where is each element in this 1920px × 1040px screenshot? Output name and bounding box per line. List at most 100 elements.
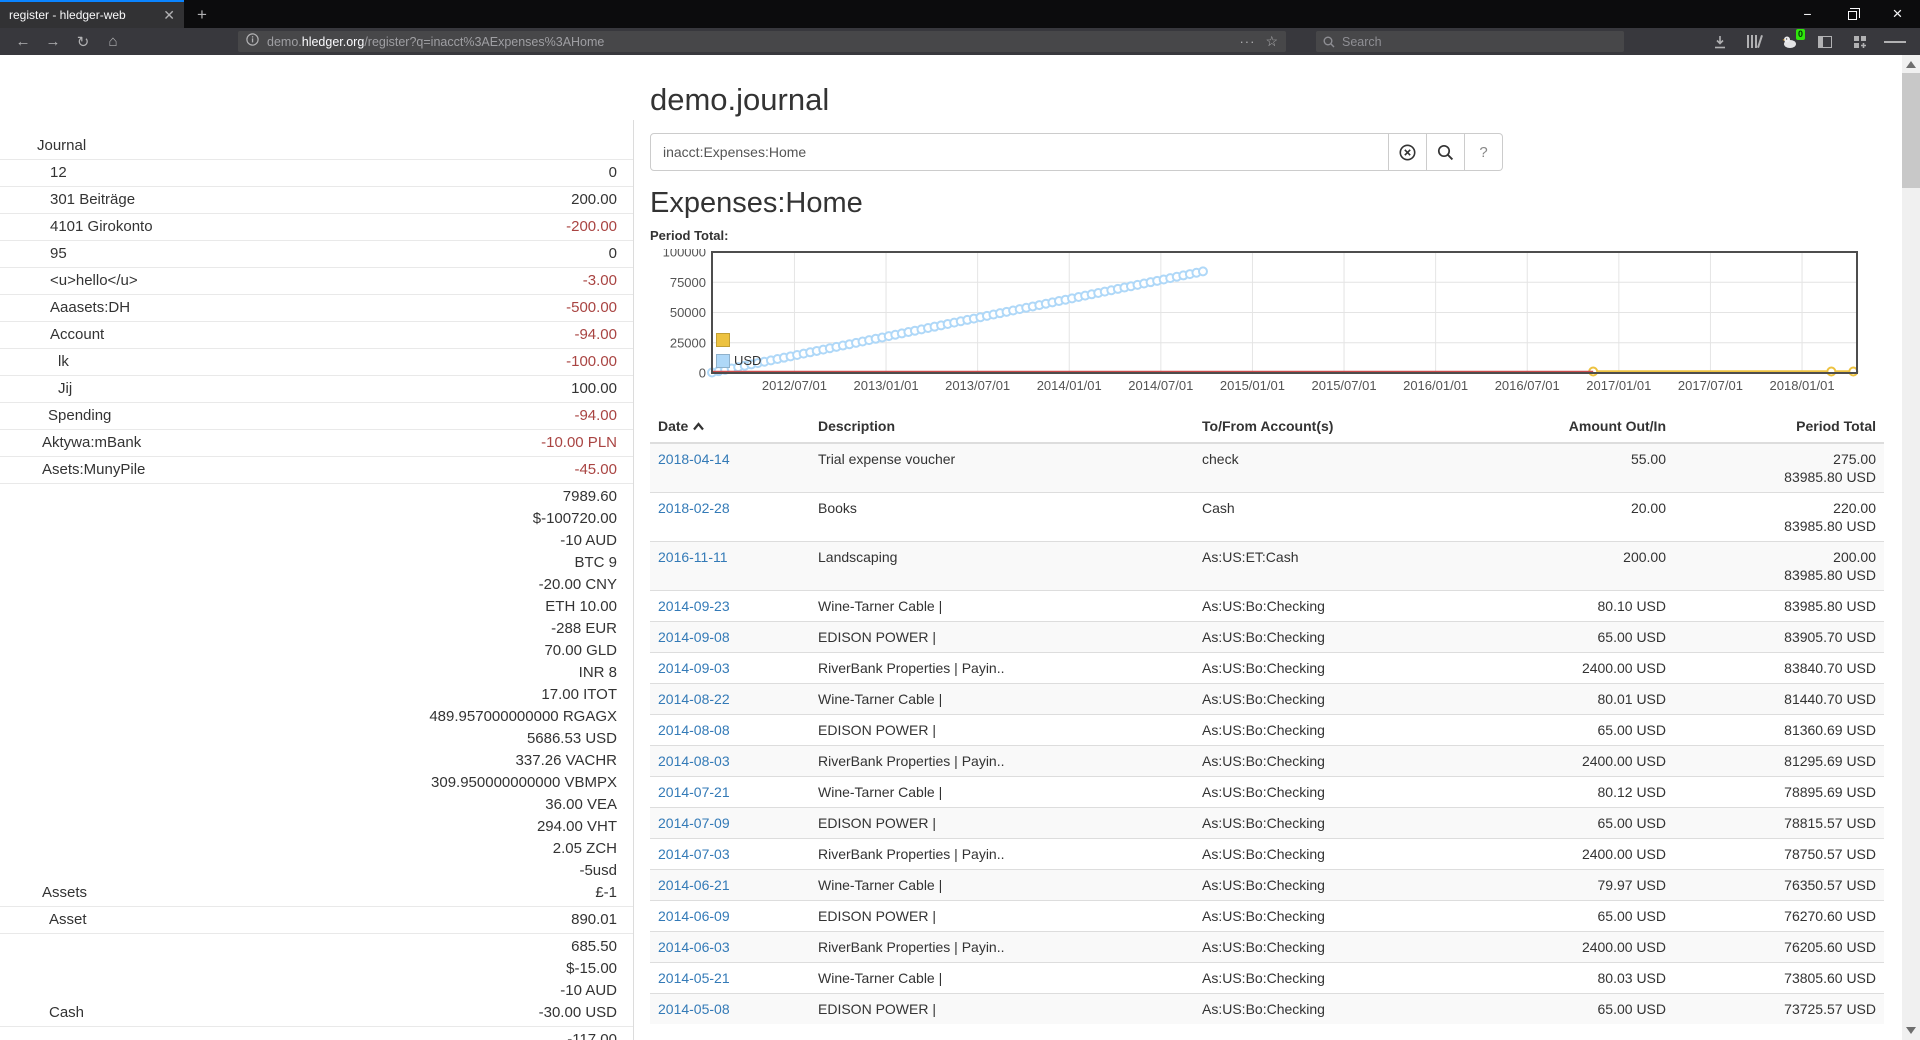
- sidebar-account-row[interactable]: Spending -94.00: [0, 403, 633, 430]
- url-text[interactable]: demo.hledger.org/register?q=inacct%3AExp…: [267, 34, 605, 49]
- account-name[interactable]: 301 Beiträge: [50, 191, 136, 208]
- transaction-row[interactable]: 2014-05-21 Wine-Tarner Cable | As:US:Bo:Ch…: [650, 962, 1884, 994]
- transaction-row[interactable]: 2014-05-08 EDISON POWER | As:US:Bo:Checkin…: [650, 993, 1884, 1024]
- transaction-row[interactable]: 2014-09-08 EDISON POWER | As:US:Bo:Checkin…: [650, 621, 1884, 653]
- new-tab-button[interactable]: +: [197, 5, 207, 24]
- account-name[interactable]: lk: [58, 353, 69, 370]
- sidebar-account-row[interactable]: 95 0: [0, 241, 633, 268]
- account-name[interactable]: 95: [50, 245, 67, 262]
- window-minimize-button[interactable]: −: [1803, 6, 1812, 22]
- reload-icon[interactable]: ↻: [76, 33, 90, 51]
- menu-icon[interactable]: [1884, 32, 1906, 52]
- transaction-date-link[interactable]: 2014-08-22: [658, 691, 730, 707]
- transaction-date-link[interactable]: 2014-09-03: [658, 660, 730, 676]
- transaction-row[interactable]: 2014-07-09 EDISON POWER | As:US:Bo:Checkin…: [650, 807, 1884, 839]
- forward-icon[interactable]: →: [45, 33, 61, 50]
- transaction-date-link[interactable]: 2014-06-21: [658, 877, 730, 893]
- transaction-date-link[interactable]: 2014-06-09: [658, 908, 730, 924]
- col-header-account[interactable]: To/From Account(s): [1194, 410, 1514, 444]
- transaction-date-link[interactable]: 2014-07-09: [658, 815, 730, 831]
- transaction-date-link[interactable]: 2014-07-21: [658, 784, 730, 800]
- transaction-row[interactable]: 2014-09-03 RiverBank Properties | Payin..…: [650, 652, 1884, 684]
- transaction-row[interactable]: 2014-08-08 EDISON POWER | As:US:Bo:Checkin…: [650, 714, 1884, 746]
- account-name[interactable]: <u>hello</u>: [50, 272, 138, 289]
- transaction-date-link[interactable]: 2014-06-03: [658, 939, 730, 955]
- account-name[interactable]: Spending: [48, 407, 112, 424]
- browser-search-bar[interactable]: Search: [1316, 31, 1624, 52]
- transaction-row[interactable]: 2014-08-03 RiverBank Properties | Payin..…: [650, 745, 1884, 777]
- sidebar-account-row[interactable]: Asset 890.01: [0, 907, 633, 934]
- download-icon[interactable]: [1709, 32, 1731, 52]
- transaction-row[interactable]: 2014-07-03 RiverBank Properties | Payin..…: [650, 838, 1884, 870]
- account-name[interactable]: 4101 Girokonto: [50, 218, 153, 235]
- transaction-date-link[interactable]: 2014-05-08: [658, 1001, 730, 1017]
- library-icon[interactable]: [1744, 32, 1766, 52]
- search-submit-button[interactable]: [1427, 133, 1465, 171]
- sidebar-account-row[interactable]: Assets 7989.60 $-100720.00 -10 AUD BTC 9 -20.…: [0, 484, 633, 907]
- account-name[interactable]: Asets:MunyPile: [42, 461, 146, 478]
- sidebar-account-row[interactable]: Cash 685.50 $-15.00 -10 AUD -30.00 USD: [0, 934, 633, 1027]
- period-total-chart[interactable]: 0 25000 50000 75000 100000 2012/07/01 2013/01/…: [650, 245, 1860, 397]
- account-name[interactable]: Asset: [49, 911, 87, 928]
- home-icon[interactable]: ⌂: [108, 33, 118, 50]
- col-header-period-total[interactable]: Period Total: [1674, 410, 1884, 444]
- sidebar-account-row[interactable]: Asets:MunyPile -45.00: [0, 457, 633, 484]
- col-header-description[interactable]: Description: [810, 410, 1194, 444]
- bookmark-star-icon[interactable]: ☆: [1265, 33, 1278, 49]
- sidebar-account-row[interactable]: -117.00: [0, 1027, 633, 1040]
- url-bar[interactable]: demo.hledger.org/register?q=inacct%3AExp…: [238, 31, 1286, 52]
- transaction-row[interactable]: 2014-08-22 Wine-Tarner Cable | As:US:Bo:Ch…: [650, 683, 1884, 715]
- transaction-row[interactable]: 2014-06-03 RiverBank Properties | Payin..…: [650, 931, 1884, 963]
- window-scrollbar[interactable]: [1902, 55, 1920, 1040]
- page-actions-icon[interactable]: ···: [1239, 34, 1256, 49]
- transaction-row[interactable]: 2018-04-14 Trial expense voucher check 55.0…: [650, 442, 1884, 493]
- sidebar-toggle-icon[interactable]: [1814, 32, 1836, 52]
- tab-close-icon[interactable]: ✕: [163, 7, 175, 23]
- browser-tab[interactable]: register - hledger-web ✕: [0, 0, 184, 28]
- site-info-icon[interactable]: [246, 32, 259, 51]
- sidebar-account-row[interactable]: lk -100.00: [0, 349, 633, 376]
- transaction-date-link[interactable]: 2016-11-11: [658, 549, 728, 565]
- scrollbar-up-arrow[interactable]: [1906, 61, 1916, 68]
- sidebar-account-row[interactable]: 12 0: [0, 160, 633, 187]
- transaction-date-link[interactable]: 2018-04-14: [658, 451, 730, 467]
- sidebar-account-row[interactable]: Aaasets:DH -500.00: [0, 295, 633, 322]
- col-header-date[interactable]: Date: [650, 410, 810, 444]
- transaction-row[interactable]: 2018-02-28 Books Cash 20.00 220.00 83985.80 U…: [650, 492, 1884, 542]
- screenshot-grid-icon[interactable]: [1849, 32, 1871, 52]
- transaction-date-link[interactable]: 2014-05-21: [658, 970, 730, 986]
- transaction-row[interactable]: 2014-09-23 Wine-Tarner Cable | As:US:Bo:Ch…: [650, 590, 1884, 622]
- transaction-date-link[interactable]: 2014-08-03: [658, 753, 730, 769]
- sidebar-account-row[interactable]: Jij 100.00: [0, 376, 633, 403]
- transaction-row[interactable]: 2016-11-11 Landscaping As:US:ET:Cash 200.00…: [650, 541, 1884, 591]
- search-help-button[interactable]: ?: [1465, 133, 1503, 171]
- sidebar-account-row[interactable]: Aktywa:mBank -10.00 PLN: [0, 430, 633, 457]
- transaction-date-link[interactable]: 2014-09-08: [658, 629, 730, 645]
- query-input[interactable]: [650, 133, 1389, 171]
- back-icon[interactable]: ←: [15, 33, 31, 50]
- window-close-button[interactable]: ×: [1892, 4, 1903, 23]
- transaction-date-link[interactable]: 2014-07-03: [658, 846, 730, 862]
- extension-duck-icon[interactable]: 0: [1779, 28, 1805, 52]
- account-name[interactable]: Aaasets:DH: [50, 299, 131, 316]
- col-header-amount[interactable]: Amount Out/In: [1514, 410, 1674, 444]
- window-restore-button[interactable]: [1830, 0, 1875, 28]
- account-name[interactable]: Account: [50, 326, 105, 343]
- account-name[interactable]: Assets: [42, 884, 88, 901]
- transaction-row[interactable]: 2014-07-21 Wine-Tarner Cable | As:US:Bo:Ch…: [650, 776, 1884, 808]
- transaction-row[interactable]: 2014-06-21 Wine-Tarner Cable | As:US:Bo:Ch…: [650, 869, 1884, 901]
- transaction-date-link[interactable]: 2018-02-28: [658, 500, 730, 516]
- sidebar-account-row[interactable]: Account -94.00: [0, 322, 633, 349]
- sidebar-account-row[interactable]: 4101 Girokonto -200.00: [0, 214, 633, 241]
- account-name[interactable]: Cash: [49, 1004, 85, 1021]
- scrollbar-down-arrow[interactable]: [1906, 1027, 1916, 1034]
- account-name[interactable]: Aktywa:mBank: [42, 434, 142, 451]
- account-name[interactable]: 12: [50, 164, 67, 181]
- transaction-date-link[interactable]: 2014-08-08: [658, 722, 730, 738]
- account-name[interactable]: Jij: [58, 380, 73, 397]
- scrollbar-thumb[interactable]: [1902, 73, 1920, 188]
- transaction-date-link[interactable]: 2014-09-23: [658, 598, 730, 614]
- clear-query-button[interactable]: [1389, 133, 1427, 171]
- sidebar-account-row[interactable]: <u>hello</u> -3.00: [0, 268, 633, 295]
- account-name[interactable]: Journal: [37, 137, 87, 154]
